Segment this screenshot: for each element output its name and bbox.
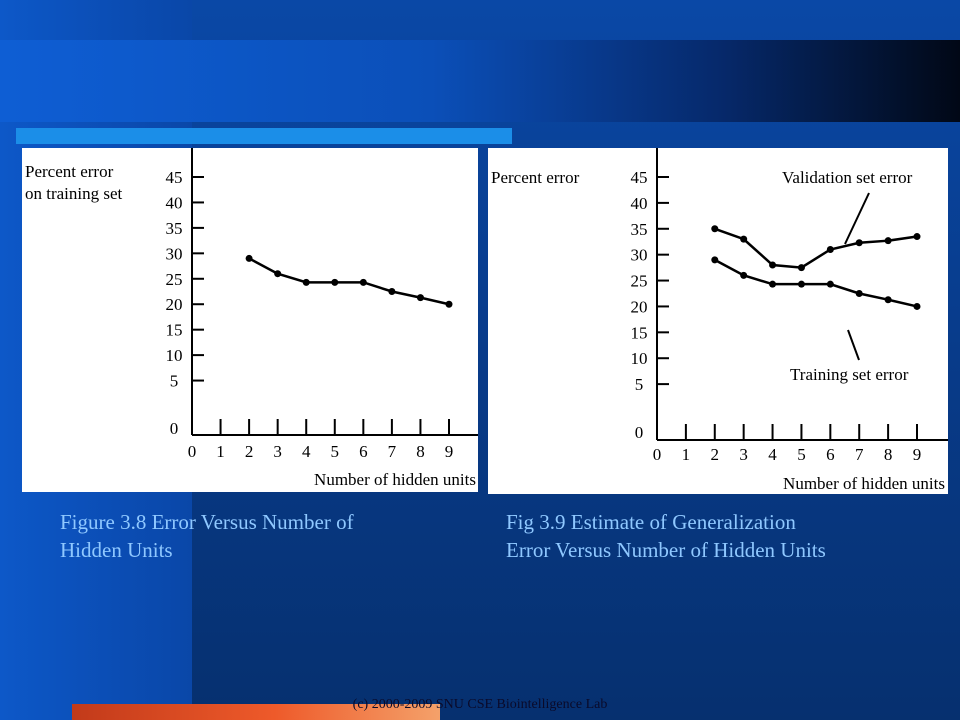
y-axis-label: on training set bbox=[25, 184, 123, 203]
data-point bbox=[359, 278, 367, 286]
x-tick-label: 4 bbox=[302, 442, 311, 461]
x-tick-label: 5 bbox=[797, 445, 806, 464]
data-point bbox=[826, 280, 834, 288]
x-tick-label: 1 bbox=[682, 445, 691, 464]
top-gradient-band bbox=[0, 40, 960, 122]
caption-right-line-1: Fig 3.9 Estimate of Generalization bbox=[506, 510, 796, 534]
series-line bbox=[248, 257, 450, 306]
y-tick-label: 20 bbox=[631, 297, 648, 316]
data-point bbox=[711, 225, 719, 233]
data-point bbox=[274, 270, 282, 278]
x-tick-label: 2 bbox=[245, 442, 254, 461]
data-point bbox=[388, 288, 396, 295]
x-tick-label: 6 bbox=[826, 445, 835, 464]
x-tick-label: 2 bbox=[711, 445, 720, 464]
series-line bbox=[714, 258, 918, 308]
data-point bbox=[855, 239, 863, 247]
data-point bbox=[884, 237, 892, 245]
data-point bbox=[913, 302, 921, 310]
data-point bbox=[740, 235, 748, 243]
annotation-pointer-line bbox=[844, 192, 870, 245]
y-axis-label: Percent error bbox=[491, 168, 580, 187]
x-tick-label: 0 bbox=[653, 445, 662, 464]
y-tick-label: 20 bbox=[166, 295, 183, 314]
data-point bbox=[245, 254, 253, 262]
x-tick-label: 9 bbox=[913, 445, 922, 464]
x-tick-label: 1 bbox=[216, 442, 225, 461]
series-annotation-label: Validation set error bbox=[782, 168, 913, 187]
accent-bar bbox=[16, 128, 512, 144]
x-tick-label: 0 bbox=[188, 442, 197, 461]
data-point bbox=[711, 256, 719, 264]
y-tick-label: 30 bbox=[631, 246, 648, 265]
series-annotation-label: Training set error bbox=[790, 365, 909, 384]
y-tick-label: 5 bbox=[635, 375, 644, 394]
y-tick-label: 45 bbox=[631, 168, 648, 187]
y-tick-label: 0 bbox=[170, 419, 179, 438]
y-axis-label: Percent error bbox=[25, 162, 114, 181]
x-tick-label: 4 bbox=[768, 445, 777, 464]
data-point bbox=[331, 278, 339, 286]
y-tick-label: 5 bbox=[170, 372, 179, 391]
data-point bbox=[740, 271, 748, 279]
data-point bbox=[769, 280, 777, 288]
figure-3-8-caption: Figure 3.8 Error Versus Number of Hidden… bbox=[60, 508, 480, 564]
data-point bbox=[913, 233, 921, 241]
y-tick-label: 40 bbox=[631, 194, 648, 213]
data-point bbox=[826, 245, 834, 253]
x-tick-label: 8 bbox=[884, 445, 893, 464]
y-tick-label: 0 bbox=[635, 423, 644, 442]
x-tick-label: 3 bbox=[273, 442, 282, 461]
annotation-pointer-line bbox=[847, 329, 860, 361]
x-tick-label: 3 bbox=[739, 445, 748, 464]
data-point bbox=[769, 261, 777, 269]
y-tick-label: 10 bbox=[166, 346, 183, 365]
y-tick-label: 30 bbox=[166, 244, 183, 263]
figure-3-8-panel: 0 5 10 15 20 25 30 35 40 45 0 1 2 3 4 5 6 7 8 9 Percent erro… bbox=[22, 148, 478, 492]
bottom-accent-bar bbox=[72, 704, 440, 720]
x-tick-label: 7 bbox=[388, 442, 397, 461]
figure-3-9-caption: Fig 3.9 Estimate of Generalization Error… bbox=[506, 508, 946, 564]
caption-right-line-2: Error Versus Number of Hidden Units bbox=[506, 538, 826, 562]
x-tick-label: 8 bbox=[416, 442, 425, 461]
data-point bbox=[445, 300, 453, 308]
caption-left-line-2: Hidden Units bbox=[60, 538, 173, 562]
y-tick-label: 15 bbox=[631, 323, 648, 342]
data-point bbox=[855, 290, 863, 297]
x-tick-label: 5 bbox=[331, 442, 340, 461]
series-line bbox=[714, 227, 918, 269]
y-tick-label: 35 bbox=[631, 220, 648, 239]
data-point bbox=[416, 294, 424, 302]
x-tick-label: 6 bbox=[359, 442, 368, 461]
x-tick-label: 7 bbox=[855, 445, 864, 464]
y-tick-label: 35 bbox=[166, 219, 183, 238]
y-tick-label: 15 bbox=[166, 321, 183, 340]
y-tick-label: 40 bbox=[166, 193, 183, 212]
x-axis-label: Number of hidden units bbox=[314, 470, 476, 489]
caption-left-line-1: Figure 3.8 Error Versus Number of bbox=[60, 510, 354, 534]
data-point bbox=[884, 296, 892, 304]
x-axis-label: Number of hidden units bbox=[783, 474, 945, 493]
data-point bbox=[302, 278, 310, 286]
y-tick-label: 10 bbox=[631, 349, 648, 368]
y-tick-label: 25 bbox=[631, 272, 648, 291]
figure-3-9-panel: 0 5 10 15 20 25 30 35 40 45 0 1 2 3 4 5 6 7 8 9 Percent erro… bbox=[488, 148, 948, 494]
x-tick-label: 9 bbox=[445, 442, 454, 461]
footer-copyright: (c) 2000-2009 SNU CSE Biointelligence La… bbox=[352, 697, 608, 712]
data-point bbox=[797, 280, 805, 288]
y-tick-label: 25 bbox=[166, 270, 183, 289]
data-point bbox=[797, 264, 805, 272]
y-tick-label: 45 bbox=[166, 168, 183, 187]
